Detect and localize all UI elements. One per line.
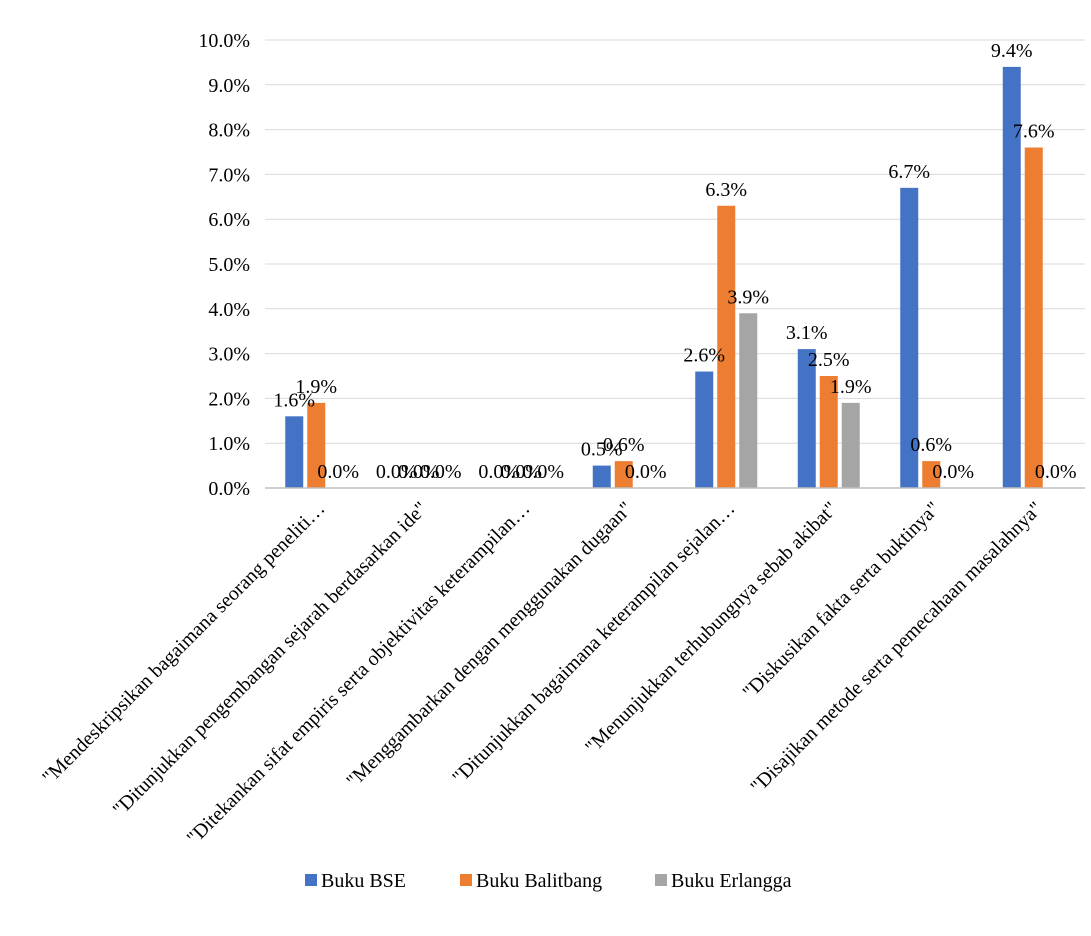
y-tick-label: 0.0%	[208, 478, 250, 500]
bar	[819, 376, 838, 488]
legend-swatch	[655, 874, 667, 886]
data-label: 0.0%	[420, 461, 462, 483]
data-label: 0.6%	[910, 434, 952, 456]
y-axis-ticks: 0.0% 1.0% 2.0% 3.0% 4.0% 5.0% 6.0% 7.0% 8.0% 9.0%…	[198, 30, 250, 500]
y-tick-label: 7.0%	[208, 164, 250, 186]
bar	[922, 461, 941, 488]
legend-label: Buku Balitbang	[476, 870, 602, 892]
y-tick-label: 6.0%	[208, 209, 250, 231]
y-tick-label: 9.0%	[208, 75, 250, 97]
data-label: 0.0%	[500, 461, 542, 483]
data-label: 0.5%	[581, 439, 623, 461]
y-tick-label: 5.0%	[208, 254, 250, 276]
gridlines	[265, 39, 1085, 444]
category-label: "Ditekankan sifat empiris serta objektiv…	[183, 498, 535, 850]
bar	[797, 349, 816, 488]
y-tick-label: 10.0%	[198, 30, 250, 52]
data-label: 6.7%	[888, 161, 930, 183]
data-label: 6.3%	[705, 179, 747, 201]
y-tick-label: 4.0%	[208, 299, 250, 321]
category-labels: "Mendeskripsikan bagaimana seorang penel…	[38, 498, 1047, 850]
y-tick-label: 3.0%	[208, 344, 250, 366]
bar	[739, 313, 758, 488]
data-label: 3.9%	[727, 286, 769, 308]
data-label: 9.4%	[991, 40, 1033, 62]
data-label: 0.0%	[522, 461, 564, 483]
legend-swatch	[460, 874, 472, 886]
bar	[1024, 147, 1043, 488]
data-label: 0.0%	[376, 461, 418, 483]
data-label: 1.6%	[273, 389, 315, 411]
bars	[285, 66, 1043, 488]
data-labels: 1.6%1.9%0.0% 0.0%0.0%0.0% 0.0%0.0%0.0%0.5%…	[273, 40, 1076, 483]
bar	[307, 402, 326, 488]
y-tick-label: 8.0%	[208, 120, 250, 142]
data-label: 0.0%	[625, 461, 667, 483]
bar	[900, 187, 919, 488]
data-label: 2.6%	[683, 345, 725, 367]
data-label: 1.9%	[830, 376, 872, 398]
data-label: 7.6%	[1013, 121, 1055, 143]
bar	[592, 465, 611, 488]
legend-label: Buku Erlangga	[671, 870, 792, 892]
y-tick-label: 2.0%	[208, 388, 250, 410]
data-label: 0.0%	[932, 461, 974, 483]
data-label: 0.6%	[603, 434, 645, 456]
legend-swatch	[305, 874, 317, 886]
bar	[717, 205, 736, 488]
data-label: 0.0%	[317, 461, 359, 483]
legend-label: Buku BSE	[321, 870, 406, 892]
category-label: "Diskusikan fakta serta buktinya"	[739, 498, 945, 704]
bar	[695, 371, 714, 488]
bar	[285, 416, 304, 488]
data-label: 1.9%	[295, 376, 337, 398]
bar	[614, 461, 633, 488]
y-tick-label: 1.0%	[208, 433, 250, 455]
bar	[841, 402, 860, 488]
data-label: 0.0%	[478, 461, 520, 483]
bar	[1002, 66, 1021, 488]
data-label: 2.5%	[808, 349, 850, 371]
data-label: 0.0%	[1035, 461, 1077, 483]
data-label: 3.1%	[786, 322, 828, 344]
data-label: 0.0%	[398, 461, 440, 483]
legend: Buku BSE Buku Balitbang Buku Erlangga	[305, 870, 792, 892]
